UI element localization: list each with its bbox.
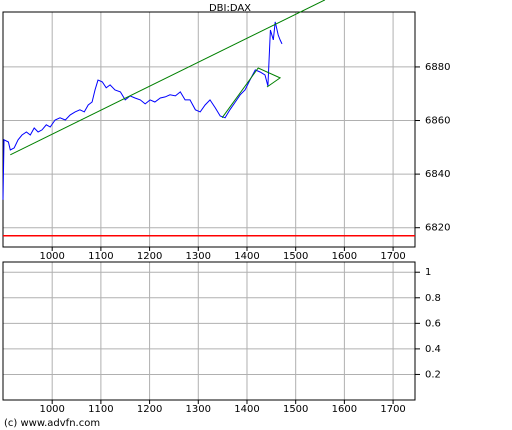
x-tick-label: 1400 — [234, 251, 259, 262]
chart-title: DBI:DAX — [209, 3, 251, 14]
x-tick-label: 1700 — [380, 251, 405, 262]
y-tick-label: 0.6 — [425, 318, 441, 329]
x-tick-label: 1300 — [186, 251, 211, 262]
x-tick-label: 1600 — [332, 251, 357, 262]
x-tick-label: 1000 — [39, 251, 64, 262]
x-tick-label: 1100 — [88, 404, 113, 415]
x-tick-label: 1200 — [137, 251, 162, 262]
x-tick-label: 1100 — [88, 251, 113, 262]
footer: (c) www.advfn.com — [4, 418, 100, 429]
y-tick-label: 0.8 — [425, 293, 441, 304]
x-tick-label: 1200 — [137, 404, 162, 415]
x-tick-label: 1000 — [39, 404, 64, 415]
plot-frame — [2, 261, 416, 401]
price-line — [2, 21, 283, 200]
y-tick-label: 6840 — [425, 169, 450, 180]
y-tick-label: 6860 — [425, 116, 450, 127]
y-tick-label: 6820 — [425, 223, 450, 234]
y-tick-label: 6880 — [425, 62, 450, 73]
x-tick-label: 1500 — [283, 251, 308, 262]
x-tick-label: 1300 — [186, 404, 211, 415]
x-tick-label: 1700 — [380, 404, 405, 415]
x-tick-label: 1400 — [234, 404, 259, 415]
x-tick-label: 1500 — [283, 404, 308, 415]
y-tick-label: 0.4 — [425, 344, 441, 355]
trend-line — [10, 0, 326, 156]
plot-frame — [2, 11, 416, 248]
trend-line — [221, 67, 282, 119]
y-tick-label: 0.2 — [425, 369, 441, 380]
y-tick-label: 1 — [425, 267, 431, 278]
x-tick-label: 1600 — [332, 404, 357, 415]
